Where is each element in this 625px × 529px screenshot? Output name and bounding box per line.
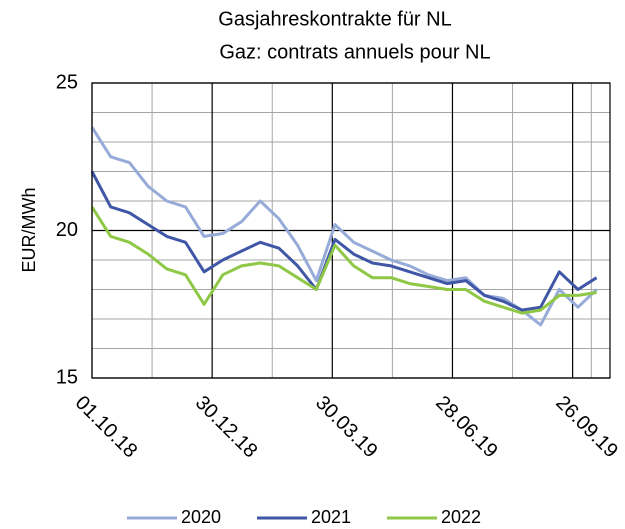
x-tick-label: 28.06.19 xyxy=(431,392,502,463)
chart-title: Gasjahreskontrakte für NL xyxy=(218,8,451,30)
y-tick-label: 20 xyxy=(56,219,78,241)
series-line xyxy=(90,170,598,312)
y-tick-label: 25 xyxy=(56,71,78,93)
legend-label: 2022 xyxy=(441,507,481,527)
x-tick-label: 26.09.19 xyxy=(551,392,622,463)
x-tick-label: 01.10.18 xyxy=(71,392,142,463)
x-tick-label: 30.12.18 xyxy=(191,392,262,463)
x-tick-label: 30.03.19 xyxy=(311,392,382,463)
plot-frame xyxy=(91,82,611,379)
series-line xyxy=(90,126,598,327)
grid xyxy=(91,82,610,379)
lines xyxy=(90,126,598,327)
legend-label: 2020 xyxy=(181,507,221,527)
y-axis-label: EUR/MWh xyxy=(19,188,39,273)
legend-label: 2021 xyxy=(311,507,351,527)
labels: 15 20 25 01.10.18 30.12.18 30.03.19 28.06.19 26… xyxy=(56,71,622,526)
y-tick-label: 15 xyxy=(56,366,78,388)
chart-subtitle: Gaz: contrats annuels pour NL xyxy=(219,41,490,63)
series-line xyxy=(90,206,597,315)
